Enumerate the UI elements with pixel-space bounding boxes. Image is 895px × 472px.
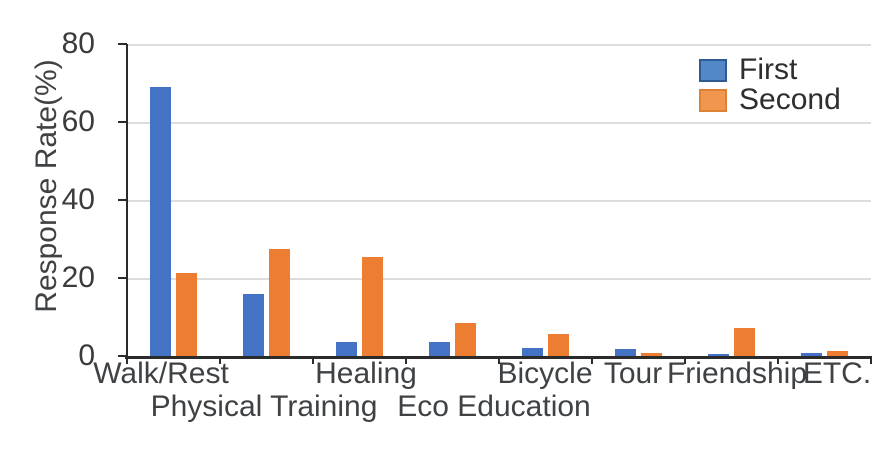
bar-second-physical-training bbox=[269, 249, 290, 356]
bar-first-friendship bbox=[708, 354, 729, 356]
x-tick-2 bbox=[312, 356, 314, 364]
legend-swatch-first bbox=[699, 58, 727, 82]
legend-label-second: Second bbox=[739, 83, 841, 116]
bar-second-bicycle bbox=[548, 334, 569, 356]
legend-item-first: First bbox=[699, 55, 841, 85]
bar-first-etc- bbox=[801, 353, 822, 356]
x-label-friendship: Friendship bbox=[666, 357, 808, 390]
y-tick-label-80: 80 bbox=[61, 27, 95, 60]
bar-first-bicycle bbox=[522, 347, 543, 356]
legend-label-first: First bbox=[739, 53, 798, 86]
y-tick-20 bbox=[118, 277, 127, 279]
x-label-bicycle: Bicycle bbox=[497, 357, 593, 390]
y-tick-0 bbox=[118, 355, 127, 357]
y-axis-line bbox=[126, 44, 128, 356]
x-label-healing: Healing bbox=[315, 357, 417, 390]
y-tick-40 bbox=[118, 199, 127, 201]
bar-second-tour bbox=[641, 352, 662, 356]
bar-second-eco-education bbox=[455, 323, 476, 356]
gridline-40 bbox=[127, 200, 871, 202]
bar-first-tour bbox=[615, 349, 636, 356]
legend-item-second: Second bbox=[699, 85, 841, 115]
bar-second-healing bbox=[362, 257, 383, 356]
bar-second-walk-rest bbox=[176, 273, 197, 356]
x-label-etc-: ETC. bbox=[802, 357, 872, 390]
x-label-physical-training: Physical Training bbox=[150, 390, 378, 423]
y-tick-label-20: 20 bbox=[61, 261, 95, 294]
gridline-80 bbox=[127, 44, 871, 46]
x-label-tour: Tour bbox=[603, 357, 663, 390]
y-tick-60 bbox=[118, 121, 127, 123]
x-tick-8 bbox=[870, 356, 872, 364]
x-tick-3 bbox=[405, 356, 407, 364]
legend-swatch-second bbox=[699, 88, 727, 112]
y-tick-label-60: 60 bbox=[61, 105, 95, 138]
bar-first-physical-training bbox=[243, 293, 264, 356]
x-tick-6 bbox=[684, 356, 686, 364]
y-tick-label-0: 0 bbox=[78, 339, 95, 372]
x-tick-4 bbox=[498, 356, 500, 364]
gridline-20 bbox=[127, 278, 871, 280]
y-tick-80 bbox=[118, 43, 127, 45]
bar-first-walk-rest bbox=[150, 86, 171, 356]
x-tick-0 bbox=[126, 356, 128, 364]
bar-first-eco-education bbox=[429, 341, 450, 356]
x-tick-5 bbox=[591, 356, 593, 364]
bar-second-friendship bbox=[734, 327, 755, 356]
bar-second-etc- bbox=[827, 350, 848, 356]
gridline-60 bbox=[127, 122, 871, 124]
x-label-walk-rest: Walk/Rest bbox=[93, 357, 229, 390]
y-tick-label-40: 40 bbox=[61, 183, 95, 216]
legend: First Second bbox=[699, 55, 841, 119]
bar-first-healing bbox=[336, 341, 357, 356]
x-tick-1 bbox=[219, 356, 221, 364]
x-tick-7 bbox=[777, 356, 779, 364]
x-label-eco-education: Eco Education bbox=[397, 390, 591, 423]
